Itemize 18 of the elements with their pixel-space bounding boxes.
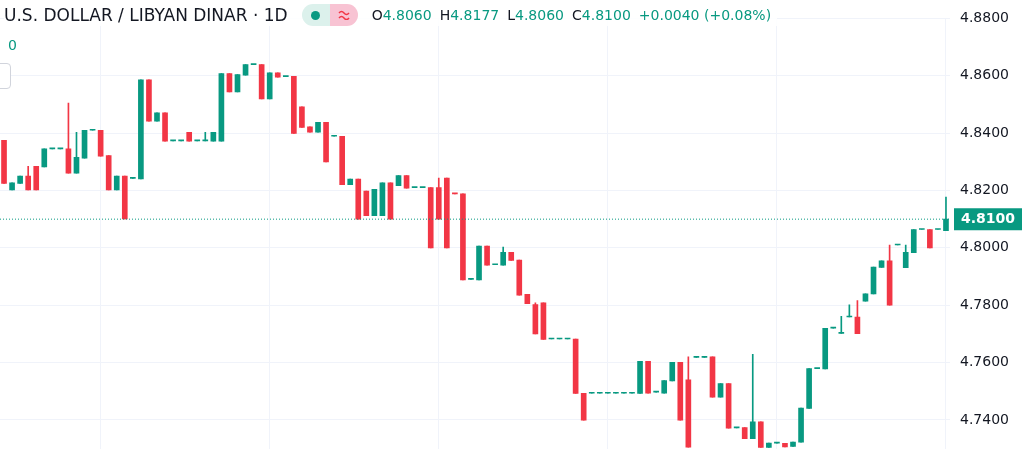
y-tick-label: 4.8800 [960,9,1009,26]
candlestick [749,353,756,439]
y-tick-label: 4.8000 [960,238,1009,255]
y-tick-label: 4.7600 [960,353,1009,370]
chart-title: U.S. DOLLAR / LIBYAN DINAR · 1D [4,5,288,25]
y-tick-label: 4.8600 [960,66,1009,83]
annotation: +0.0040 (+0.08%) [638,7,772,23]
ref-line-label: 4.8100 [960,209,1016,226]
candlestick [838,316,845,334]
y-tick-label: 4.7400 [960,410,1009,427]
annotation: C4.8100 [572,7,631,23]
y-tick-label: 4.8200 [960,181,1009,198]
annotation: H4.8177 [439,7,500,23]
y-tick-label: 4.8400 [960,123,1009,140]
annotation: 0 [8,37,17,53]
annotation: L4.8060 [507,7,565,23]
annotation: O4.8060 [371,7,432,23]
y-tick-label: 4.7800 [960,295,1009,312]
